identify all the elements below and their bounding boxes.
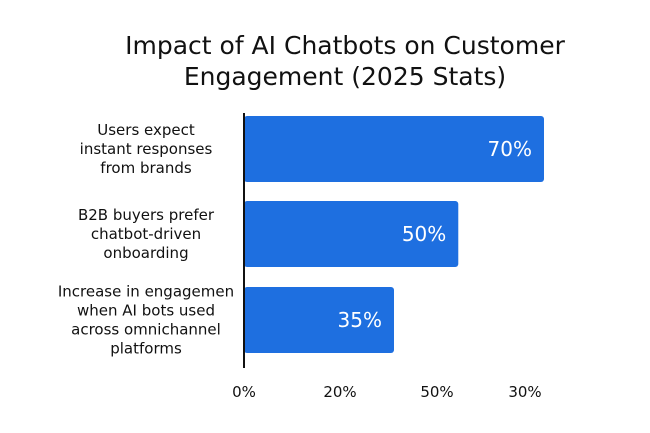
category-label-line: chatbot-driven [91,225,201,243]
data-label-2: 50% [402,222,446,246]
category-label-line: B2B buyers prefer [78,206,215,224]
x-tick-label-2: 20% [323,383,356,401]
data-label-3: 35% [338,308,382,332]
category-label-line: when AI bots used [77,302,215,320]
x-tick-label-1: 0% [232,383,256,401]
category-labels: Users expect instant responses from brands… [58,121,234,358]
category-label-1: Users expect instant responses from brands [80,121,213,177]
x-tick-label-4: 30% [508,383,541,401]
category-label-line: from brands [100,159,192,177]
category-label-line: instant responses [80,140,213,158]
bar-2 [244,201,459,267]
category-label-line: platforms [110,340,182,358]
category-label-line: Increase in engagemen [58,283,234,301]
category-label-2: B2B buyers prefer chatbot-driven onboardin… [78,206,215,262]
bar-1 [244,116,544,182]
category-label-line: across omnichannel [71,321,221,339]
bars-layer: 70% 50% 35% [244,116,544,353]
chart-title: Impact of AI Chatbots on Customer Engage… [125,31,565,91]
category-label-3: Increase in engagemen when AI bots used ac… [58,283,234,358]
bar-3 [244,287,394,353]
x-tick-label-3: 50% [420,383,453,401]
category-label-line: Users expect [97,121,195,139]
data-label-1: 70% [488,137,532,161]
category-label-line: onboarding [103,244,188,262]
x-axis-ticks: 0% 20% 50% 30% [232,383,542,401]
